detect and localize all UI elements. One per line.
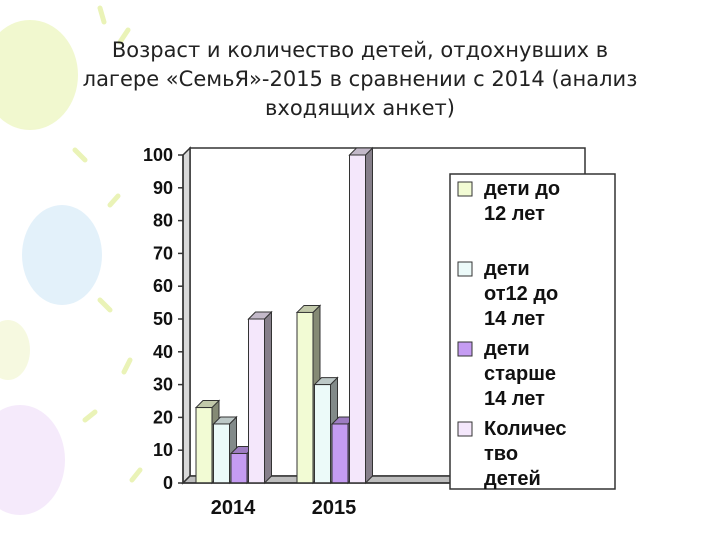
y-tick-label: 0 xyxy=(163,473,173,493)
legend-label: 14 лет xyxy=(484,308,545,330)
y-tick-label: 60 xyxy=(153,276,173,296)
y-tick-label: 50 xyxy=(153,309,173,329)
bar-front xyxy=(195,407,213,484)
bar-side xyxy=(264,310,272,485)
x-tick-label: 2014 xyxy=(211,497,256,519)
bar-front xyxy=(296,311,314,484)
legend-swatch xyxy=(457,341,473,357)
bar-front xyxy=(213,423,230,484)
title-line: Возраст и количество детей, отдохнувших … xyxy=(111,38,609,62)
bar-front xyxy=(314,384,331,484)
bar-series xyxy=(194,146,374,485)
legend-entry: Количес тво детей xyxy=(457,418,567,490)
legend: дети до 12 лет дети от12 до 14 лет дети старше… xyxy=(449,173,616,490)
balloon-yellow-green xyxy=(0,20,78,130)
balloon-small-yellow xyxy=(0,320,30,380)
bar-front xyxy=(230,452,248,484)
legend-entry: дети до 12 лет xyxy=(457,178,560,225)
legend-swatch xyxy=(457,181,473,197)
balloon-blue xyxy=(22,205,102,305)
balloon-lilac xyxy=(0,405,65,515)
legend-label: 14 лет xyxy=(484,388,545,410)
legend-entry: дети старше 14 лет xyxy=(457,338,556,410)
y-axis: 0 10 20 30 40 50 60 70 80 90 100 xyxy=(143,145,184,493)
y-tick-label: 10 xyxy=(153,440,173,460)
legend-label: тво xyxy=(484,443,518,465)
y-tick-label: 100 xyxy=(143,145,173,165)
page-title: Возраст и количество детей, отдохнувших … xyxy=(20,36,700,123)
y-tick-label: 80 xyxy=(153,211,173,231)
bar-front xyxy=(248,318,265,484)
legend-label: 12 лет xyxy=(484,203,545,225)
legend-label: дети до xyxy=(484,178,560,200)
bar-front xyxy=(349,154,366,484)
legend-entry: дети от12 до 14 лет xyxy=(457,258,558,330)
legend-label: дети xyxy=(484,258,530,280)
legend-swatch xyxy=(457,421,473,437)
title-line: входящих анкет) xyxy=(265,96,455,120)
y-tick-label: 90 xyxy=(153,178,173,198)
legend-label: старше xyxy=(484,363,556,385)
title-line: лагере «СемьЯ»-2015 в сравнении с 2014 (… xyxy=(82,67,638,91)
legend-box xyxy=(449,173,616,490)
y-tick-label: 30 xyxy=(153,375,173,395)
x-tick-label: 2015 xyxy=(312,497,357,519)
legend-label: детей xyxy=(484,468,541,490)
y-tick-label: 20 xyxy=(153,407,173,427)
legend-label: Количес xyxy=(484,418,567,440)
y-tick-label: 40 xyxy=(153,342,173,362)
y-tick-label: 70 xyxy=(153,243,173,263)
bar xyxy=(348,146,374,485)
bar-side xyxy=(365,146,373,485)
bar-front xyxy=(331,423,349,484)
bar xyxy=(247,310,273,485)
plot-left-wall xyxy=(182,146,191,485)
legend-label: дети xyxy=(484,338,530,360)
legend-swatch xyxy=(457,261,473,277)
legend-label: от12 до xyxy=(484,283,558,305)
